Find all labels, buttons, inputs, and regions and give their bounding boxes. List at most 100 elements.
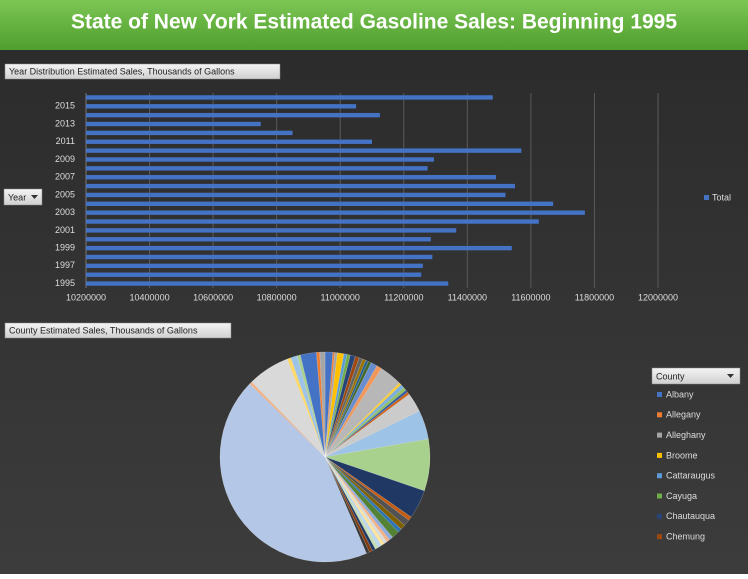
bar: [86, 272, 422, 277]
pie-slice: [290, 355, 326, 458]
dropdown-arrow: [31, 195, 38, 199]
pie-slice: [286, 357, 326, 458]
x-tick-label: 10200000: [66, 292, 106, 302]
pie-slice: [324, 360, 372, 458]
pie-slice: [324, 456, 402, 533]
legend-swatch: [657, 493, 662, 499]
pie-slice: [324, 357, 364, 458]
x-tick-label: 12000000: [638, 292, 678, 302]
pie-slice: [249, 381, 326, 458]
pie-slice: [324, 438, 431, 492]
pie-slice: [324, 456, 370, 554]
chart-title: Year Distribution Estimated Sales, Thous…: [9, 66, 235, 76]
pie-slice: [324, 393, 420, 458]
legend-swatch: [657, 534, 662, 540]
y-tick-label: 2015: [55, 101, 75, 111]
pie-slice: [324, 456, 385, 546]
pie-slice: [324, 391, 410, 458]
pie-slice: [324, 358, 367, 458]
y-tick-label: 2007: [55, 172, 75, 182]
bar: [86, 166, 428, 171]
pie-slice: [324, 456, 376, 552]
bar: [86, 175, 496, 180]
legend-swatch: [657, 473, 662, 479]
pie-slice: [324, 362, 378, 458]
bar: [86, 112, 380, 118]
legend-label: Alleghany: [666, 430, 706, 440]
pie-slice: [251, 358, 326, 458]
legend-label: Cayuga: [666, 491, 697, 501]
pie-slice: [324, 368, 400, 458]
bar: [86, 183, 515, 189]
pie-slice: [324, 359, 369, 458]
bar: [86, 210, 585, 215]
legend-label: Chautauqua: [666, 511, 715, 521]
legend-swatch: [657, 513, 662, 519]
pie-slice: [324, 456, 410, 526]
pie-slice: [324, 352, 336, 458]
pie-slice: [324, 456, 393, 541]
pie-slice: [324, 356, 360, 458]
title-banner: [0, 0, 748, 50]
pie-slice: [324, 352, 345, 458]
chart-title-box: [4, 63, 281, 80]
bar: [86, 254, 433, 260]
bar: [86, 121, 261, 127]
pie-slice: [324, 354, 351, 458]
pie-slice: [324, 456, 425, 518]
filter-label: Year: [8, 192, 26, 202]
bar: [86, 139, 372, 144]
x-tick-label: 11800000: [575, 292, 614, 302]
bar: [86, 192, 506, 198]
pie-slice: [219, 383, 367, 563]
bar: [86, 245, 512, 251]
legend-label: Cattaraugus: [666, 471, 716, 481]
legend-title: County: [656, 371, 685, 381]
pie-slice: [324, 352, 338, 458]
legend-swatch: [657, 412, 662, 418]
pie-slice: [316, 351, 326, 458]
legend-label: Broome: [666, 450, 698, 460]
pie-slice: [324, 456, 412, 521]
y-tick-label: 1995: [55, 278, 75, 288]
bar: [86, 157, 434, 162]
pie-slice: [324, 456, 379, 550]
dropdown-arrow: [727, 374, 734, 378]
legend-swatch: [657, 392, 662, 397]
y-tick-label: 1999: [55, 242, 75, 252]
pie-slice: [324, 384, 405, 458]
pie-slice: [324, 456, 390, 543]
legend-swatch: [657, 452, 662, 458]
x-tick-label: 11600000: [511, 292, 550, 302]
chart-title-box: [4, 322, 232, 339]
pie-slice: [324, 456, 373, 553]
y-tick-label: 2001: [55, 225, 75, 235]
x-tick-label: 11400000: [448, 292, 487, 302]
legend-label: Chemung: [666, 531, 705, 541]
legend-label: Allegany: [666, 410, 701, 420]
x-tick-label: 11200000: [384, 292, 423, 302]
pie-slice: [300, 352, 326, 458]
year-filter-button[interactable]: [3, 188, 43, 206]
bar: [86, 104, 357, 109]
bar: [86, 237, 431, 242]
x-tick-label: 10600000: [193, 292, 233, 302]
pie-slice: [324, 353, 348, 458]
pie-slice: [324, 354, 356, 458]
pie-slice: [324, 351, 334, 458]
pie-slice: [324, 456, 406, 530]
y-tick-label: 2009: [55, 154, 75, 164]
pie-slice: [324, 456, 399, 538]
bar: [86, 228, 457, 233]
x-tick-label: 10400000: [130, 292, 170, 302]
x-tick-label: 11000000: [321, 292, 360, 302]
legend-label: Albany: [666, 389, 694, 399]
pie-slice: [324, 387, 407, 458]
legend-filter-button[interactable]: [651, 367, 741, 385]
pie-slice: [324, 382, 402, 458]
y-tick-label: 1997: [55, 260, 75, 270]
pie-slice: [296, 354, 326, 458]
bar: [86, 148, 522, 153]
pie-slice: [324, 456, 388, 545]
